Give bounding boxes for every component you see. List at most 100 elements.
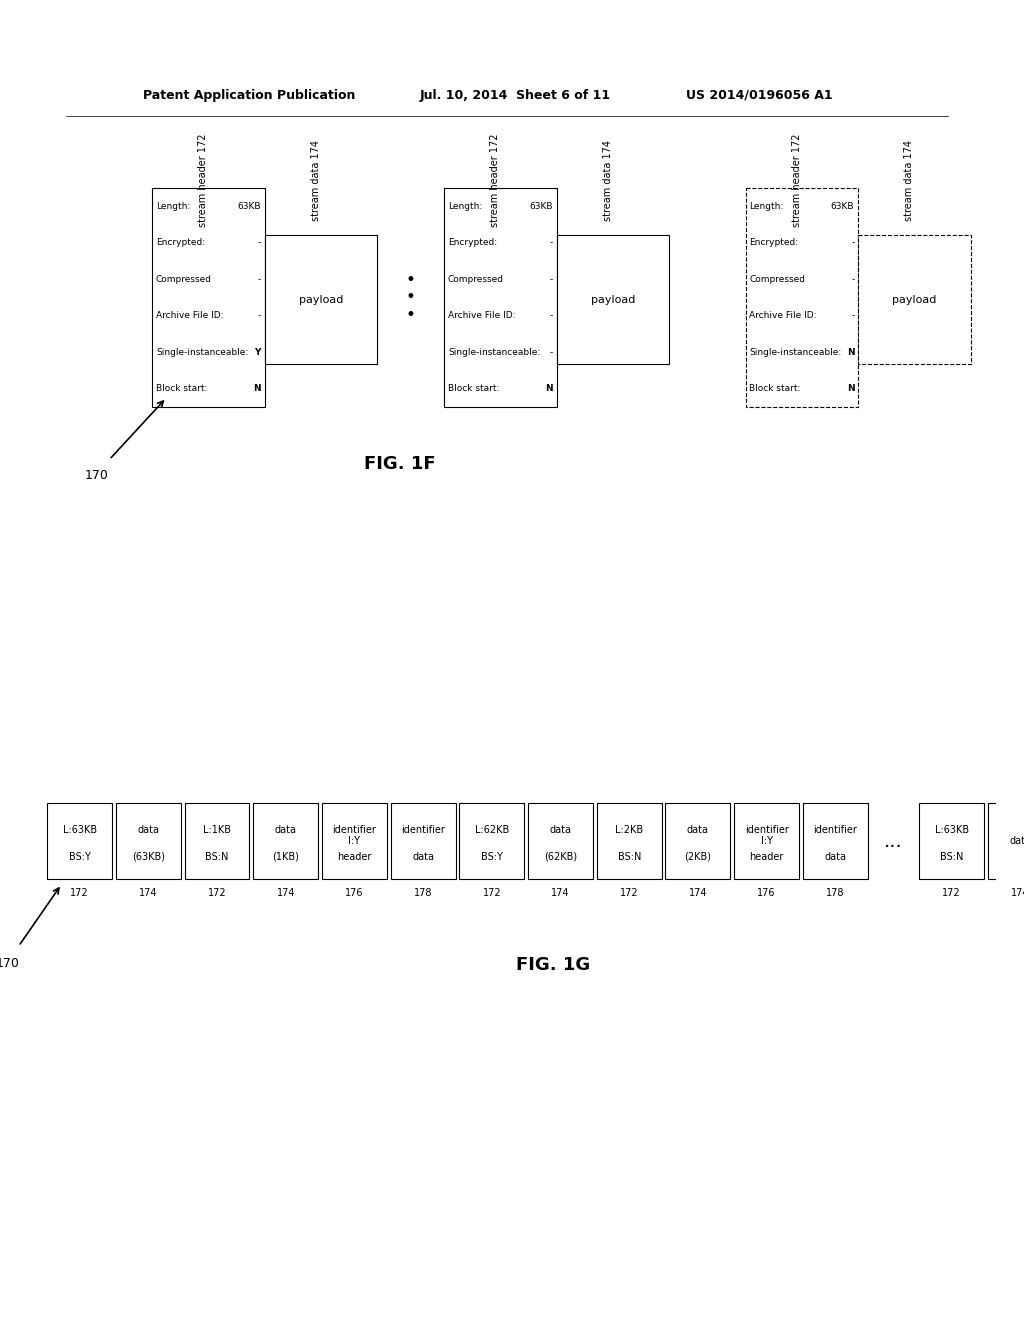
- Text: 172: 172: [71, 888, 89, 898]
- Text: Length:: Length:: [447, 202, 482, 211]
- Text: stream header 172: stream header 172: [490, 133, 501, 227]
- Text: Encrypted:: Encrypted:: [156, 238, 205, 247]
- Text: Length:: Length:: [156, 202, 190, 211]
- Text: 174: 174: [139, 888, 158, 898]
- Text: BS:N: BS:N: [206, 851, 228, 862]
- Text: 170: 170: [0, 957, 19, 970]
- Text: Length:: Length:: [750, 202, 783, 211]
- Text: data: data: [1010, 837, 1024, 846]
- Text: 172: 172: [482, 888, 501, 898]
- Text: Patent Application Publication: Patent Application Publication: [142, 88, 355, 102]
- Text: BS:Y: BS:Y: [69, 851, 90, 862]
- Text: 178: 178: [826, 888, 845, 898]
- Text: Jul. 10, 2014  Sheet 6 of 11: Jul. 10, 2014 Sheet 6 of 11: [419, 88, 610, 102]
- Text: Single-instanceable:: Single-instanceable:: [156, 348, 248, 356]
- Text: stream header 172: stream header 172: [792, 133, 802, 227]
- Text: data: data: [824, 851, 846, 862]
- Text: -: -: [550, 312, 553, 321]
- Bar: [597, 803, 662, 879]
- Text: (1KB): (1KB): [272, 851, 299, 862]
- Bar: [858, 235, 971, 364]
- Text: L:1KB: L:1KB: [203, 825, 231, 834]
- Text: ...: ...: [884, 832, 903, 851]
- Bar: [184, 803, 250, 879]
- Text: 63KB: 63KB: [830, 202, 854, 211]
- Text: Archive File ID:: Archive File ID:: [750, 312, 817, 321]
- Text: US 2014/0196056 A1: US 2014/0196056 A1: [686, 88, 834, 102]
- Text: Compressed: Compressed: [447, 275, 504, 284]
- Text: header: header: [750, 851, 783, 862]
- Text: data: data: [687, 825, 709, 834]
- Text: -: -: [550, 275, 553, 284]
- Text: (63KB): (63KB): [132, 851, 165, 862]
- Text: Encrypted:: Encrypted:: [750, 238, 799, 247]
- Text: L:62KB: L:62KB: [475, 825, 509, 834]
- Text: -: -: [258, 275, 261, 284]
- Bar: [391, 803, 456, 879]
- Text: payload: payload: [591, 294, 635, 305]
- Text: L:63KB: L:63KB: [935, 825, 969, 834]
- Text: 176: 176: [345, 888, 364, 898]
- Text: identifier: identifier: [813, 825, 857, 834]
- Text: stream header 172: stream header 172: [199, 133, 209, 227]
- Bar: [322, 803, 387, 879]
- Bar: [153, 187, 265, 407]
- Text: Single-instanceable:: Single-instanceable:: [447, 348, 541, 356]
- Text: header: header: [337, 851, 372, 862]
- Text: stream data 174: stream data 174: [311, 140, 322, 220]
- Text: -: -: [550, 348, 553, 356]
- Text: data: data: [412, 851, 434, 862]
- Text: -: -: [258, 312, 261, 321]
- Bar: [745, 187, 858, 407]
- Text: -: -: [258, 238, 261, 247]
- Text: Compressed: Compressed: [156, 275, 212, 284]
- Text: Block start:: Block start:: [750, 384, 801, 393]
- Bar: [666, 803, 730, 879]
- Bar: [265, 235, 377, 364]
- Text: 170: 170: [85, 470, 109, 482]
- Text: N: N: [253, 384, 261, 393]
- Bar: [460, 803, 524, 879]
- Text: -: -: [851, 312, 854, 321]
- Text: identifier: identifier: [744, 825, 788, 834]
- Text: N: N: [545, 384, 553, 393]
- Bar: [116, 803, 181, 879]
- Text: -: -: [550, 238, 553, 247]
- Text: identifier: identifier: [333, 825, 377, 834]
- Text: Archive File ID:: Archive File ID:: [156, 312, 223, 321]
- Text: L:63KB: L:63KB: [62, 825, 96, 834]
- Text: payload: payload: [892, 294, 937, 305]
- Text: 176: 176: [758, 888, 776, 898]
- Text: N: N: [847, 384, 854, 393]
- Bar: [803, 803, 867, 879]
- Text: BS:N: BS:N: [617, 851, 641, 862]
- Text: Archive File ID:: Archive File ID:: [447, 312, 515, 321]
- Text: 174: 174: [688, 888, 708, 898]
- Text: data: data: [550, 825, 571, 834]
- Text: L:2KB: L:2KB: [615, 825, 643, 834]
- Text: Encrypted:: Encrypted:: [447, 238, 497, 247]
- Text: 172: 172: [208, 888, 226, 898]
- Text: -: -: [851, 275, 854, 284]
- Text: Y: Y: [255, 348, 261, 356]
- Text: 63KB: 63KB: [529, 202, 553, 211]
- Text: data: data: [137, 825, 160, 834]
- Text: 174: 174: [276, 888, 295, 898]
- Text: (62KB): (62KB): [544, 851, 578, 862]
- Text: Block start:: Block start:: [156, 384, 208, 393]
- Text: BS:N: BS:N: [940, 851, 964, 862]
- Text: -: -: [851, 238, 854, 247]
- Text: •: •: [406, 289, 416, 306]
- Text: stream data 174: stream data 174: [904, 140, 914, 220]
- Bar: [253, 803, 318, 879]
- Text: (2KB): (2KB): [684, 851, 712, 862]
- Text: I:Y: I:Y: [761, 837, 772, 846]
- Text: identifier: identifier: [401, 825, 445, 834]
- Bar: [734, 803, 799, 879]
- Text: data: data: [274, 825, 297, 834]
- Text: 172: 172: [942, 888, 961, 898]
- Text: 63KB: 63KB: [238, 202, 261, 211]
- Text: 174: 174: [1011, 888, 1024, 898]
- Text: payload: payload: [299, 294, 343, 305]
- Text: FIG. 1F: FIG. 1F: [365, 455, 436, 474]
